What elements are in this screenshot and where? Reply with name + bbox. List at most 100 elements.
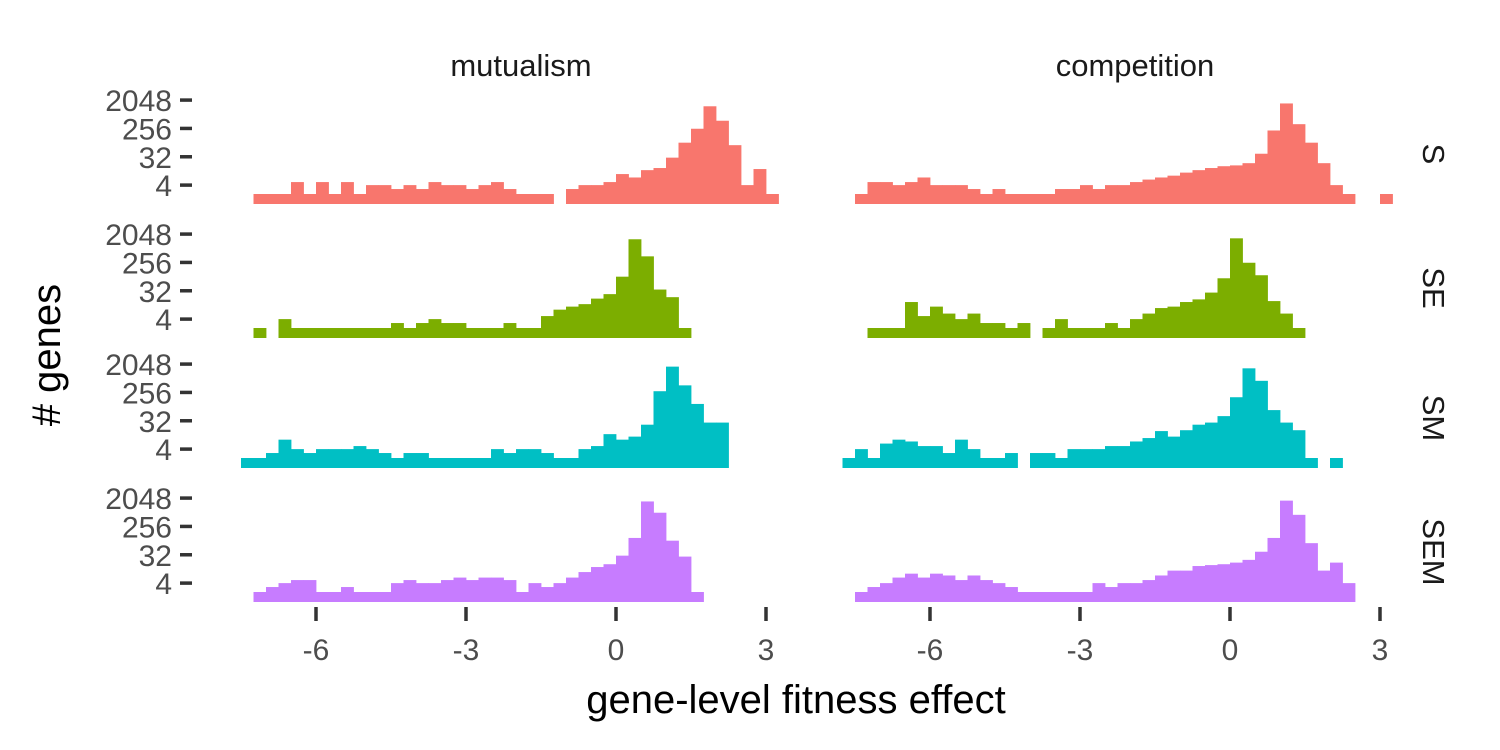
histogram-bar [980, 458, 993, 468]
histogram-bar [366, 328, 379, 338]
histogram-bar [503, 580, 517, 602]
facet-row-label-SE: SE [1416, 267, 1451, 308]
histogram-bar [466, 458, 479, 468]
histogram-bar [992, 323, 1006, 338]
histogram-bar [1180, 430, 1193, 468]
histogram-bar [1130, 182, 1143, 204]
histogram-bar [328, 592, 342, 602]
histogram-bar [1167, 570, 1181, 602]
histogram-bar [616, 276, 629, 338]
histogram-bar [1317, 163, 1331, 204]
histogram-bar [1255, 380, 1268, 468]
histogram-bar [1117, 583, 1131, 602]
facet-row-label-SEM: SEM [1416, 518, 1451, 585]
histogram-bar [291, 580, 304, 602]
histogram-bar [1330, 458, 1343, 468]
histogram-bar [1305, 458, 1318, 468]
histogram-bar [591, 446, 604, 468]
histogram-bar [892, 439, 906, 468]
histogram-bar [1167, 436, 1181, 468]
histogram-bar [1180, 172, 1193, 204]
histogram-bar [867, 328, 881, 338]
histogram-bar [303, 580, 317, 602]
histogram-bar [566, 458, 579, 468]
histogram-bar [628, 177, 642, 204]
histogram-bar [1080, 328, 1093, 338]
histogram-bar [478, 577, 492, 602]
histogram-bar [603, 182, 617, 204]
histogram-bar [1217, 278, 1231, 338]
histogram-bar [1180, 570, 1193, 602]
histogram-bar [491, 577, 504, 602]
histogram-bar [1167, 175, 1181, 204]
facet-title-competition: competition [1056, 48, 1215, 83]
histogram-bar [930, 573, 943, 602]
panel-SEM-competition [855, 500, 1356, 602]
histogram-bar [516, 449, 529, 468]
histogram-bar [1055, 189, 1068, 204]
histogram-bar [1230, 562, 1243, 602]
histogram-bar [441, 323, 454, 338]
histogram-bar [1005, 587, 1018, 602]
histogram-bar [453, 577, 467, 602]
histogram-bar [1267, 301, 1281, 338]
histogram-bar [566, 577, 579, 602]
histogram-bar [1267, 537, 1281, 602]
histogram-bar [466, 189, 479, 204]
histogram-bar [341, 182, 354, 204]
y-tick-label: 32 [139, 276, 172, 309]
histogram-bar [541, 194, 554, 204]
histogram-bar [278, 319, 292, 338]
histogram-bar [1155, 575, 1168, 602]
histogram-bar [955, 580, 968, 602]
histogram-bar [1042, 328, 1056, 338]
histogram-bar [1042, 592, 1056, 602]
histogram-bar [855, 449, 868, 468]
histogram-bar [678, 328, 692, 338]
histogram-bar [1080, 185, 1093, 204]
histogram-bar [478, 458, 492, 468]
histogram-bar [666, 540, 679, 602]
histogram-bar [1142, 179, 1156, 204]
histogram-bar [1067, 449, 1081, 468]
y-tick-label: 2048 [105, 219, 172, 252]
histogram-bar [641, 170, 654, 204]
histogram-bar [1155, 431, 1168, 468]
histogram-bar [616, 439, 629, 468]
histogram-bar [1292, 514, 1306, 602]
x-axis-title: gene-level fitness effect [586, 678, 1006, 722]
x-tick-label: 3 [1372, 634, 1389, 667]
histogram-bar [266, 194, 279, 204]
histogram-bar [341, 449, 354, 468]
histogram-bar [266, 453, 279, 468]
histogram-bar [578, 185, 592, 204]
y-tick-label: 32 [139, 540, 172, 573]
histogram-bar [416, 583, 429, 602]
histogram-bar [1342, 583, 1356, 602]
x-tick-label: -3 [453, 634, 480, 667]
histogram-bar [905, 302, 918, 338]
histogram-bar [1267, 130, 1281, 204]
histogram-bar [842, 458, 856, 468]
histogram-bar [942, 453, 956, 468]
histogram-bar [1130, 583, 1143, 602]
histogram-bar [666, 157, 679, 204]
histogram-bar [1105, 185, 1118, 204]
histogram-bar [980, 580, 993, 602]
panel-SE-competition [867, 238, 1306, 338]
histogram-bar [566, 189, 579, 204]
facet-row-label-SM: SM [1416, 395, 1451, 442]
histogram-bar [316, 328, 329, 338]
histogram-bar [930, 446, 943, 468]
histogram-bar [428, 458, 442, 468]
histogram-bar [1242, 163, 1256, 204]
histogram-bar [278, 439, 292, 468]
histogram-bar [1042, 453, 1056, 468]
histogram-bar [1267, 410, 1281, 468]
histogram-bar [1042, 194, 1056, 204]
histogram-bar [1067, 189, 1081, 204]
histogram-bar [678, 142, 692, 204]
histogram-bar [1255, 551, 1268, 602]
histogram-bar [278, 583, 292, 602]
histogram-bar [1017, 194, 1031, 204]
